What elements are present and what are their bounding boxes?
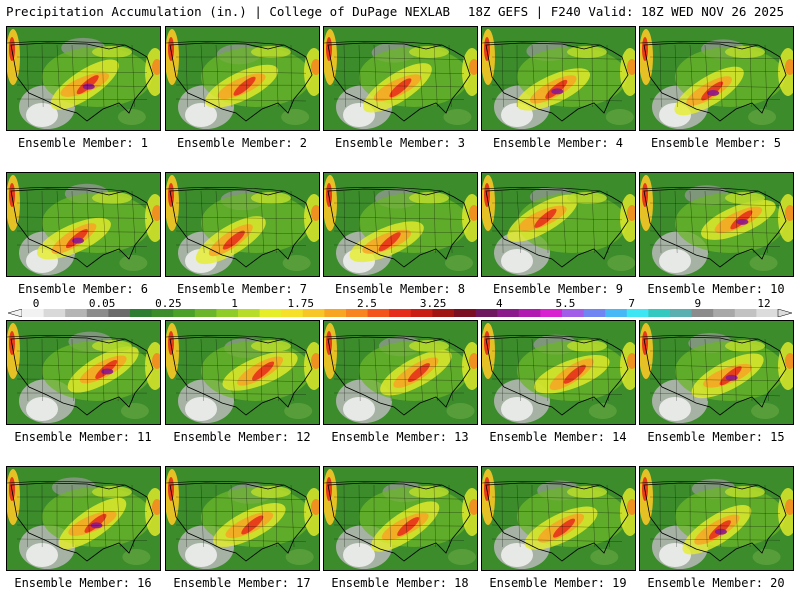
colorbar-swatch bbox=[670, 309, 693, 317]
colorbar-tick-label: 12 bbox=[757, 297, 771, 310]
colorbar-swatch bbox=[540, 309, 563, 317]
ensemble-member-map bbox=[481, 466, 636, 571]
colorbar-swatch bbox=[130, 309, 153, 317]
ensemble-member-label: Ensemble Member: 17 bbox=[173, 576, 311, 590]
ensemble-member-map bbox=[639, 466, 794, 571]
colorbar-legend: 0 0.05 0.25 1 1.75 2.5 3.25 4 5.5 7 9 12 bbox=[8, 297, 792, 319]
colorbar-swatch bbox=[475, 309, 498, 317]
ensemble-member-map bbox=[6, 320, 161, 425]
colorbar-swatch bbox=[432, 309, 455, 317]
colorbar-swatch bbox=[518, 309, 541, 317]
ensemble-member-label: Ensemble Member: 12 bbox=[173, 430, 311, 444]
chart-title: Precipitation Accumulation (in.) | Colle… bbox=[6, 4, 451, 19]
ensemble-member-label: Ensemble Member: 15 bbox=[647, 430, 785, 444]
ensemble-member-map bbox=[6, 26, 161, 131]
colorbar bbox=[8, 309, 792, 317]
ensemble-member-label: Ensemble Member: 4 bbox=[492, 136, 624, 150]
colorbar-swatch bbox=[454, 309, 477, 317]
colorbar-swatch bbox=[281, 309, 304, 317]
ensemble-member-map bbox=[639, 320, 794, 425]
colorbar-swatch bbox=[410, 309, 433, 317]
colorbar-swatch bbox=[497, 309, 520, 317]
colorbar-swatch bbox=[691, 309, 714, 317]
colorbar-swatch bbox=[648, 309, 671, 317]
colorbar-swatch bbox=[346, 309, 369, 317]
ensemble-member-label: Ensemble Member: 11 bbox=[14, 430, 152, 444]
ensemble-member-label: Ensemble Member: 18 bbox=[331, 576, 469, 590]
colorbar-swatch bbox=[626, 309, 649, 317]
ensemble-member-label: Ensemble Member: 1 bbox=[17, 136, 149, 150]
ensemble-member-label: Ensemble Member: 3 bbox=[334, 136, 466, 150]
ensemble-member-map bbox=[323, 172, 478, 277]
ensemble-member-map bbox=[323, 466, 478, 571]
colorbar-swatch bbox=[65, 309, 88, 317]
colorbar-swatch bbox=[108, 309, 131, 317]
colorbar-tick-label: 0 bbox=[32, 297, 40, 310]
colorbar-swatch bbox=[583, 309, 606, 317]
colorbar-tick-label: 9 bbox=[694, 297, 702, 310]
colorbar-swatch bbox=[562, 309, 585, 317]
ensemble-member-label: Ensemble Member: 9 bbox=[492, 282, 624, 296]
colorbar-tick-label: 2.5 bbox=[356, 297, 377, 310]
ensemble-member-map bbox=[323, 26, 478, 131]
colorbar-swatch bbox=[43, 309, 66, 317]
ensemble-member-label: Ensemble Member: 16 bbox=[14, 576, 152, 590]
colorbar-swatch bbox=[302, 309, 325, 317]
colorbar-swatch bbox=[756, 309, 779, 317]
ensemble-member-label: Ensemble Member: 6 bbox=[17, 282, 149, 296]
colorbar-swatch bbox=[151, 309, 174, 317]
ensemble-member-map bbox=[639, 172, 794, 277]
colorbar-tick-label: 1.75 bbox=[287, 297, 314, 310]
colorbar-swatch bbox=[324, 309, 347, 317]
colorbar-swatch bbox=[389, 309, 412, 317]
colorbar-tick-label: 5.5 bbox=[555, 297, 576, 310]
ensemble-member-label: Ensemble Member: 13 bbox=[331, 430, 469, 444]
colorbar-tick-label: 1 bbox=[231, 297, 238, 310]
ensemble-member-map bbox=[481, 320, 636, 425]
ensemble-member-label: Ensemble Member: 10 bbox=[647, 282, 785, 296]
colorbar-swatch bbox=[259, 309, 282, 317]
ensemble-member-label: Ensemble Member: 5 bbox=[650, 136, 782, 150]
ensemble-member-map bbox=[165, 172, 320, 277]
colorbar-tick-label: 7 bbox=[628, 297, 635, 310]
ensemble-member-label: Ensemble Member: 7 bbox=[176, 282, 308, 296]
ensemble-member-map bbox=[639, 26, 794, 131]
colorbar-swatch bbox=[216, 309, 239, 317]
colorbar-swatch bbox=[734, 309, 757, 317]
ensemble-member-map bbox=[165, 466, 320, 571]
colorbar-swatch bbox=[22, 309, 45, 317]
colorbar-swatch bbox=[367, 309, 390, 317]
ensemble-member-map bbox=[6, 172, 161, 277]
colorbar-swatch bbox=[238, 309, 261, 317]
ensemble-member-label: Ensemble Member: 8 bbox=[334, 282, 466, 296]
colorbar-tick-label: 3.25 bbox=[419, 297, 447, 310]
ensemble-member-label: Ensemble Member: 2 bbox=[176, 136, 308, 150]
colorbar-tick-label: 4 bbox=[495, 297, 503, 310]
ensemble-member-map bbox=[323, 320, 478, 425]
colorbar-swatch bbox=[173, 309, 196, 317]
ensemble-member-map bbox=[6, 466, 161, 571]
colorbar-swatch bbox=[194, 309, 217, 317]
ensemble-member-label: Ensemble Member: 20 bbox=[647, 576, 785, 590]
ensemble-member-map bbox=[165, 26, 320, 131]
model-run-info: 18Z GEFS | F240 Valid: 18Z WED NOV 26 20… bbox=[467, 4, 784, 19]
colorbar-tick-label: 0.25 bbox=[155, 297, 182, 310]
ensemble-member-map bbox=[481, 172, 636, 277]
ensemble-member-label: Ensemble Member: 14 bbox=[489, 430, 627, 444]
colorbar-swatch bbox=[86, 309, 109, 317]
ensemble-member-label: Ensemble Member: 19 bbox=[489, 576, 627, 590]
colorbar-swatch bbox=[605, 309, 628, 317]
ensemble-member-map bbox=[165, 320, 320, 425]
ensemble-member-map bbox=[481, 26, 636, 131]
colorbar-swatch bbox=[713, 309, 736, 317]
colorbar-tick-label: 0.05 bbox=[88, 297, 116, 310]
